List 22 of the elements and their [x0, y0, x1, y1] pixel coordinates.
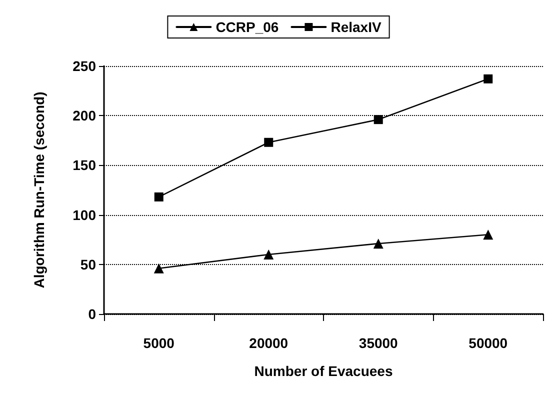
y-axis-title: Algorithm Run-Time (second) — [31, 92, 47, 288]
x-tick-label: 20000 — [249, 335, 288, 351]
x-axis-title: Number of Evacuees — [254, 363, 393, 379]
point — [264, 138, 274, 147]
legend-label: RelaxIV — [330, 19, 382, 35]
y-tick-label: 250 — [72, 58, 96, 74]
y-tick-label: 200 — [72, 108, 96, 124]
point — [484, 74, 493, 84]
x-tick-label: 50000 — [468, 335, 508, 351]
y-tick-label: 50 — [80, 256, 96, 272]
y-tick-label: 100 — [72, 206, 96, 223]
point — [154, 192, 164, 202]
point — [373, 238, 384, 249]
legend-label: CCRP_06 — [216, 19, 279, 35]
y-tick-label: 150 — [72, 157, 96, 174]
x-tick-label: 5000 — [143, 335, 175, 351]
point — [374, 115, 383, 124]
point — [483, 230, 494, 240]
point — [154, 263, 164, 274]
x-tick-label: 35000 — [358, 335, 398, 351]
point — [264, 249, 274, 260]
y-tick-label: 0 — [88, 306, 96, 322]
